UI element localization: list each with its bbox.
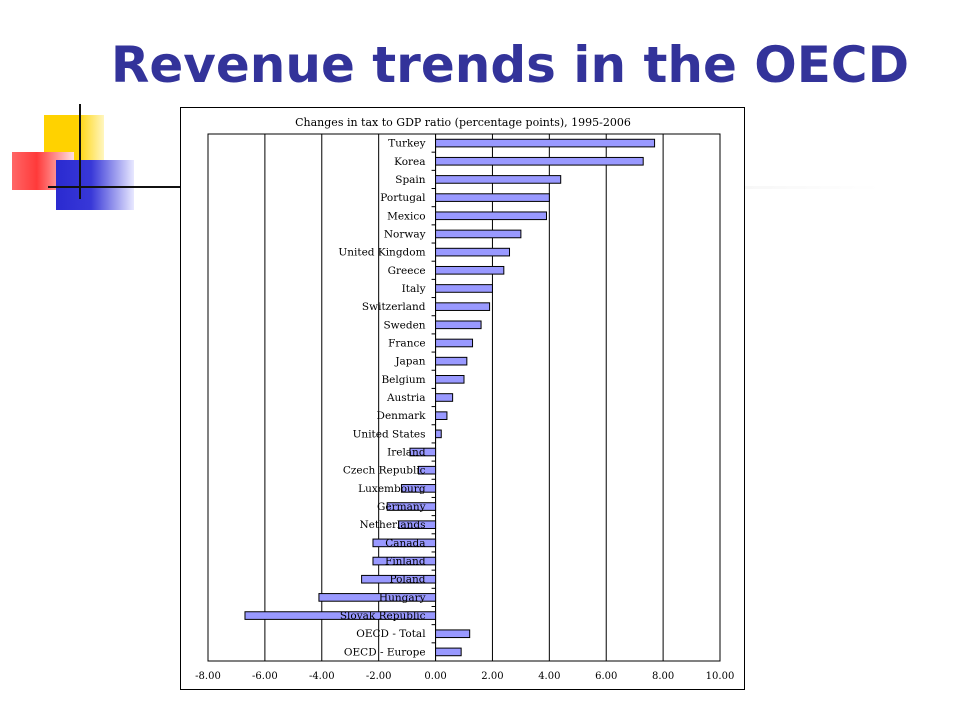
bar xyxy=(417,465,437,475)
category-label: Slovak Republic xyxy=(340,610,426,622)
bar xyxy=(409,447,437,457)
category-label: Japan xyxy=(394,356,425,368)
bar xyxy=(435,211,547,221)
category-label: Denmark xyxy=(377,410,427,422)
category-label: Austria xyxy=(386,392,426,404)
bar xyxy=(435,156,644,166)
category-label: Spain xyxy=(395,174,426,186)
bar xyxy=(372,538,437,548)
bar xyxy=(435,302,491,311)
category-label: Turkey xyxy=(388,138,425,150)
category-label: Germany xyxy=(377,501,426,513)
decorative-blue-square xyxy=(56,160,134,210)
chart-frame: Changes in tax to GDP ratio (percentage … xyxy=(180,107,745,690)
decorative-horizontal-line xyxy=(48,186,198,188)
bar xyxy=(400,484,437,493)
bar xyxy=(435,429,442,439)
category-label: Canada xyxy=(385,537,425,549)
bar xyxy=(435,338,474,348)
bar xyxy=(435,320,482,330)
category-label: Poland xyxy=(389,574,425,586)
plot-area-border xyxy=(207,133,721,662)
category-label: Portugal xyxy=(380,192,426,204)
category-label: Ireland xyxy=(387,447,426,459)
bar xyxy=(435,411,448,420)
x-tick-label: 4.00 xyxy=(538,671,560,682)
category-label: Czech Republic xyxy=(343,465,426,477)
category-label: Switzerland xyxy=(362,301,426,313)
x-tick-label: 8.00 xyxy=(652,671,674,682)
chart-title: Changes in tax to GDP ratio (percentage … xyxy=(295,116,631,129)
bar xyxy=(435,629,471,639)
category-label: France xyxy=(388,337,425,349)
category-label: OECD - Europe xyxy=(344,646,426,658)
x-tick-label: -8.00 xyxy=(195,671,221,682)
x-tick-label: 0.00 xyxy=(424,671,446,682)
slide-title: Revenue trends in the OECD xyxy=(110,36,910,94)
category-label: OECD - Total xyxy=(356,628,426,640)
bar-chart: Changes in tax to GDP ratio (percentage … xyxy=(195,116,735,682)
bar xyxy=(435,247,511,257)
category-label: Greece xyxy=(388,265,426,277)
decorative-vertical-line xyxy=(79,104,81,199)
bar xyxy=(435,647,462,657)
x-tick-label: -6.00 xyxy=(252,671,278,682)
bar xyxy=(361,574,437,584)
x-tick-label: 6.00 xyxy=(595,671,617,682)
bar xyxy=(398,520,437,530)
category-label: Finland xyxy=(385,556,426,568)
bar xyxy=(435,175,562,184)
bar xyxy=(435,393,454,402)
category-label: Norway xyxy=(384,228,426,240)
bar xyxy=(318,593,437,602)
category-label: Netherlands xyxy=(359,519,425,531)
category-label: Belgium xyxy=(381,374,425,386)
category-label: Mexico xyxy=(387,210,425,222)
bar xyxy=(435,193,550,202)
x-tick-label: 10.00 xyxy=(706,671,735,682)
bar xyxy=(244,611,437,620)
bar xyxy=(435,265,505,275)
category-label: Luxembourg xyxy=(358,483,426,495)
x-tick-label: 2.00 xyxy=(481,671,503,682)
bar xyxy=(386,502,437,511)
bar xyxy=(435,284,493,293)
category-label: Hungary xyxy=(379,592,426,604)
category-label: Sweden xyxy=(383,319,425,331)
category-label: Italy xyxy=(402,283,426,295)
bar xyxy=(435,356,468,366)
category-label: Korea xyxy=(394,156,425,168)
category-label: United Kingdom xyxy=(338,247,425,259)
bar xyxy=(435,138,656,148)
bar xyxy=(435,375,465,384)
x-tick-label: -4.00 xyxy=(309,671,335,682)
bar xyxy=(372,556,437,566)
x-tick-label: -2.00 xyxy=(366,671,392,682)
category-label: United States xyxy=(353,428,426,440)
bar xyxy=(435,229,522,239)
